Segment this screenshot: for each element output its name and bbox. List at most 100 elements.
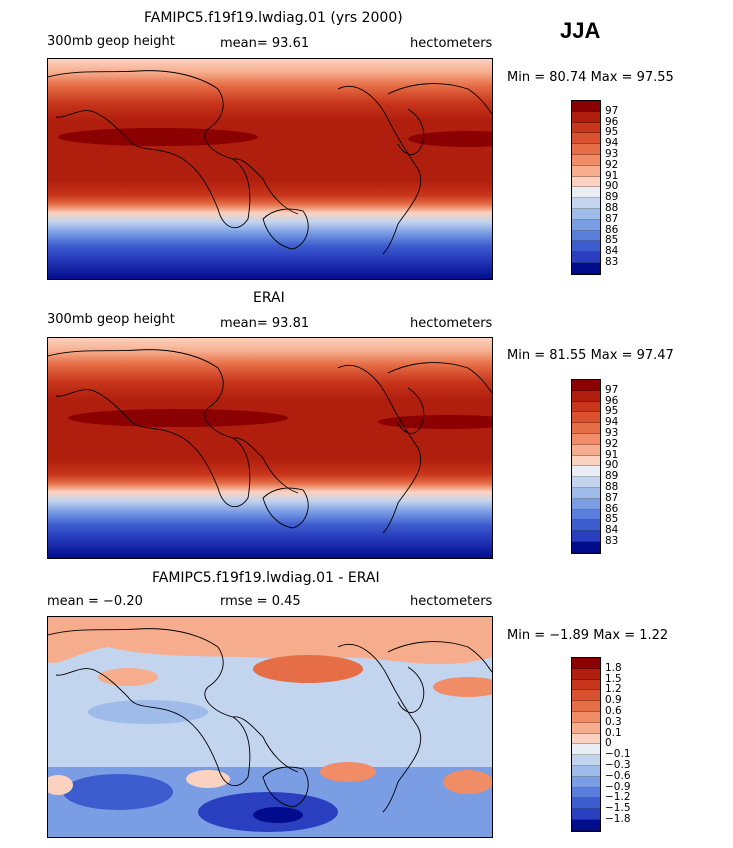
panel1-max-band	[58, 128, 258, 146]
colorbar-label: 94	[605, 137, 619, 150]
colorbar-swatch	[572, 176, 600, 188]
colorbar-label: −0.1	[605, 748, 631, 761]
colorbar-swatch	[572, 401, 600, 413]
colorbar-label: 84	[605, 524, 619, 537]
colorbar-swatch	[572, 252, 600, 263]
panel2-colorbar	[571, 379, 601, 554]
colorbar-label: 83	[605, 535, 619, 547]
colorbar-label: 87	[605, 491, 619, 504]
panel1-colorbar	[571, 100, 601, 275]
colorbar-swatch	[572, 101, 600, 112]
colorbar-swatch	[572, 219, 600, 231]
panel2-max-band	[68, 409, 288, 427]
colorbar-label: 85	[605, 513, 619, 526]
colorbar-swatch	[572, 187, 600, 199]
colorbar-label: 1.5	[605, 672, 622, 685]
colorbar-swatch	[572, 198, 600, 209]
colorbar-label: 89	[605, 191, 619, 204]
colorbar-swatch	[572, 744, 600, 756]
colorbar-label: 91	[605, 169, 619, 182]
colorbar-label: 96	[605, 394, 619, 407]
colorbar-label: 84	[605, 245, 619, 258]
colorbar-swatch	[572, 509, 600, 521]
colorbar-swatch	[572, 133, 600, 145]
colorbar-label: 96	[605, 115, 619, 128]
colorbar-swatch	[572, 776, 600, 788]
panel3-colorbar	[571, 657, 601, 832]
colorbar-swatch	[572, 679, 600, 691]
colorbar-label: 92	[605, 158, 619, 171]
colorbar-swatch	[572, 798, 600, 810]
colorbar-swatch	[572, 144, 600, 155]
colorbar-label: 92	[605, 437, 619, 450]
colorbar-swatch	[572, 498, 600, 510]
season-label: JJA	[560, 18, 601, 43]
colorbar-swatch	[572, 819, 600, 831]
colorbar-swatch	[572, 520, 600, 532]
colorbar-swatch	[572, 787, 600, 799]
panel1-coastlines	[48, 70, 492, 255]
colorbar-label: −0.6	[605, 769, 631, 782]
colorbar-swatch	[572, 690, 600, 702]
colorbar-label: 88	[605, 202, 619, 214]
colorbar-label: 86	[605, 502, 619, 515]
panel1-minmax: Min = 80.74 Max = 97.55	[507, 70, 674, 85]
panel3-mean: mean = −0.20	[47, 594, 143, 609]
colorbar-label: −0.9	[605, 780, 631, 793]
panel2-title: ERAI	[253, 290, 285, 306]
colorbar-swatch	[572, 733, 600, 745]
colorbar-label: 1.8	[605, 661, 622, 674]
panel1-units: hectometers	[410, 36, 493, 51]
colorbar-swatch	[572, 122, 600, 134]
colorbar-label: 94	[605, 416, 619, 429]
colorbar-swatch	[572, 455, 600, 467]
colorbar-swatch	[572, 701, 600, 712]
panel3-rmse: rmse = 0.45	[220, 594, 301, 609]
panel1-title: FAMIPC5.f19f19.lwdiag.01 (yrs 2000)	[144, 10, 403, 26]
colorbar-label: −1.5	[605, 802, 631, 815]
colorbar-label: 86	[605, 223, 619, 236]
colorbar-swatch	[572, 154, 600, 166]
colorbar-swatch	[572, 809, 600, 820]
colorbar-swatch	[572, 668, 600, 680]
colorbar-swatch	[572, 262, 600, 274]
panel2-field-label: 300mb geop height	[47, 312, 175, 327]
colorbar-label: 97	[605, 383, 619, 396]
colorbar-label: 1.2	[605, 683, 622, 696]
colorbar-label: 89	[605, 470, 619, 483]
colorbar-swatch	[572, 230, 600, 242]
panel2-mean: mean= 93.81	[220, 316, 310, 331]
colorbar-label: 93	[605, 427, 619, 439]
colorbar-label: 83	[605, 256, 619, 268]
colorbar-label: 87	[605, 212, 619, 225]
colorbar-label: 0	[605, 737, 612, 750]
colorbar-label: 97	[605, 104, 619, 117]
colorbar-label: 0.1	[605, 726, 622, 739]
panel3-units: hectometers	[410, 594, 493, 609]
colorbar-label: 91	[605, 448, 619, 461]
panel2-minmax: Min = 81.55 Max = 97.47	[507, 348, 674, 363]
colorbar-swatch	[572, 711, 600, 723]
colorbar-swatch	[572, 444, 600, 456]
colorbar-swatch	[572, 412, 600, 424]
colorbar-swatch	[572, 111, 600, 123]
colorbar-label: 85	[605, 234, 619, 247]
panel3-title: FAMIPC5.f19f19.lwdiag.01 - ERAI	[152, 570, 380, 586]
colorbar-swatch	[572, 165, 600, 177]
colorbar-label: 0.9	[605, 694, 622, 707]
colorbar-label: 0.3	[605, 715, 622, 728]
colorbar-label: 95	[605, 126, 619, 139]
panel2-max-band-east	[378, 415, 492, 429]
panel3-coastlines	[48, 628, 492, 813]
colorbar-label: 0.6	[605, 705, 622, 717]
panel3-minmax: Min = −1.89 Max = 1.22	[507, 628, 669, 643]
panel1-mean: mean= 93.61	[220, 36, 310, 51]
colorbar-swatch	[572, 466, 600, 478]
colorbar-swatch	[572, 531, 600, 542]
colorbar-label: −1.2	[605, 791, 631, 804]
panel3-difference-map	[47, 616, 493, 838]
colorbar-swatch	[572, 433, 600, 445]
colorbar-label: 95	[605, 405, 619, 418]
colorbar-swatch	[572, 390, 600, 402]
colorbar-label: 88	[605, 481, 619, 493]
